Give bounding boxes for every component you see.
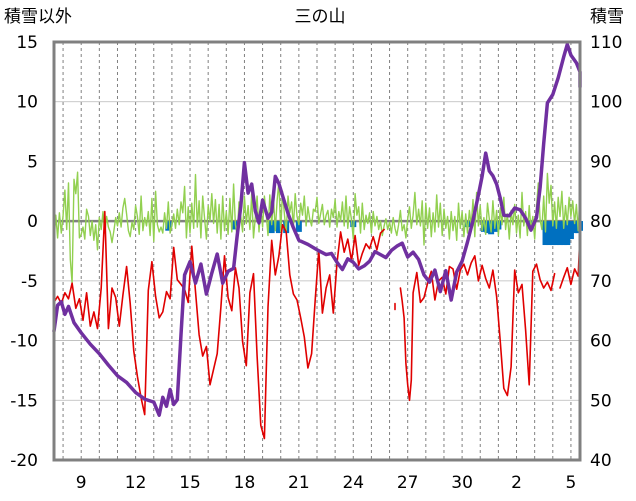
series-lines (52, 42, 582, 440)
precip-bar (567, 221, 574, 240)
left-tick-label: 15 (16, 33, 38, 53)
snow-depth-line (52, 42, 582, 417)
left-tick-label: -15 (10, 391, 38, 411)
right-tick-label: 50 (590, 391, 612, 411)
right-tick-label: 70 (590, 272, 612, 292)
precip-bar (560, 221, 567, 246)
precip-bar (553, 221, 560, 246)
right-tick-label: 80 (590, 212, 612, 232)
left-axis-label: 積雪以外 (4, 7, 72, 27)
precip-bar (564, 221, 571, 246)
x-tick-label: 15 (179, 473, 201, 493)
precip-bar (268, 221, 275, 234)
precip-bar (571, 221, 578, 234)
left-tick-label: 5 (27, 152, 38, 172)
precip-bar (549, 221, 556, 246)
precip-bar (275, 221, 282, 234)
x-tick-label: 12 (125, 473, 147, 493)
precip-bar (480, 221, 487, 232)
x-tick-label: 18 (234, 473, 256, 493)
right-tick-label: 110 (590, 33, 622, 53)
temperature-line-segment (399, 255, 556, 402)
x-tick-label: 9 (76, 473, 87, 493)
left-tick-label: 0 (27, 212, 38, 232)
x-tick-label: 30 (451, 473, 473, 493)
right-tick-label: 90 (590, 152, 612, 172)
precip-bar (484, 221, 491, 234)
precip-bar (546, 221, 553, 246)
x-tick-label: 27 (397, 473, 419, 493)
precip-bar (165, 221, 172, 231)
precip-bar (464, 221, 471, 228)
left-tick-label: 10 (16, 93, 38, 113)
x-tick-label: 5 (566, 473, 577, 493)
x-tick-label: 24 (342, 473, 364, 493)
precip-bar (295, 221, 302, 232)
x-tick-label: 2 (511, 473, 522, 493)
plot-frame (52, 40, 582, 462)
precip-bar (542, 221, 549, 246)
right-tick-label: 40 (590, 451, 612, 471)
chart-title: 三の山 (295, 7, 346, 27)
plot-border (52, 40, 582, 462)
right-tick-label: 60 (590, 332, 612, 352)
left-tick-label: -10 (10, 332, 38, 352)
right-axis-label: 積雪 (590, 7, 624, 27)
x-tick-label: 21 (288, 473, 310, 493)
temperature-line (53, 210, 385, 440)
left-tick-label: -5 (21, 272, 38, 292)
left-tick-label: -20 (10, 451, 38, 471)
right-tick-label: 100 (590, 93, 622, 113)
precip-bar (557, 221, 564, 246)
precip-line (53, 171, 581, 284)
